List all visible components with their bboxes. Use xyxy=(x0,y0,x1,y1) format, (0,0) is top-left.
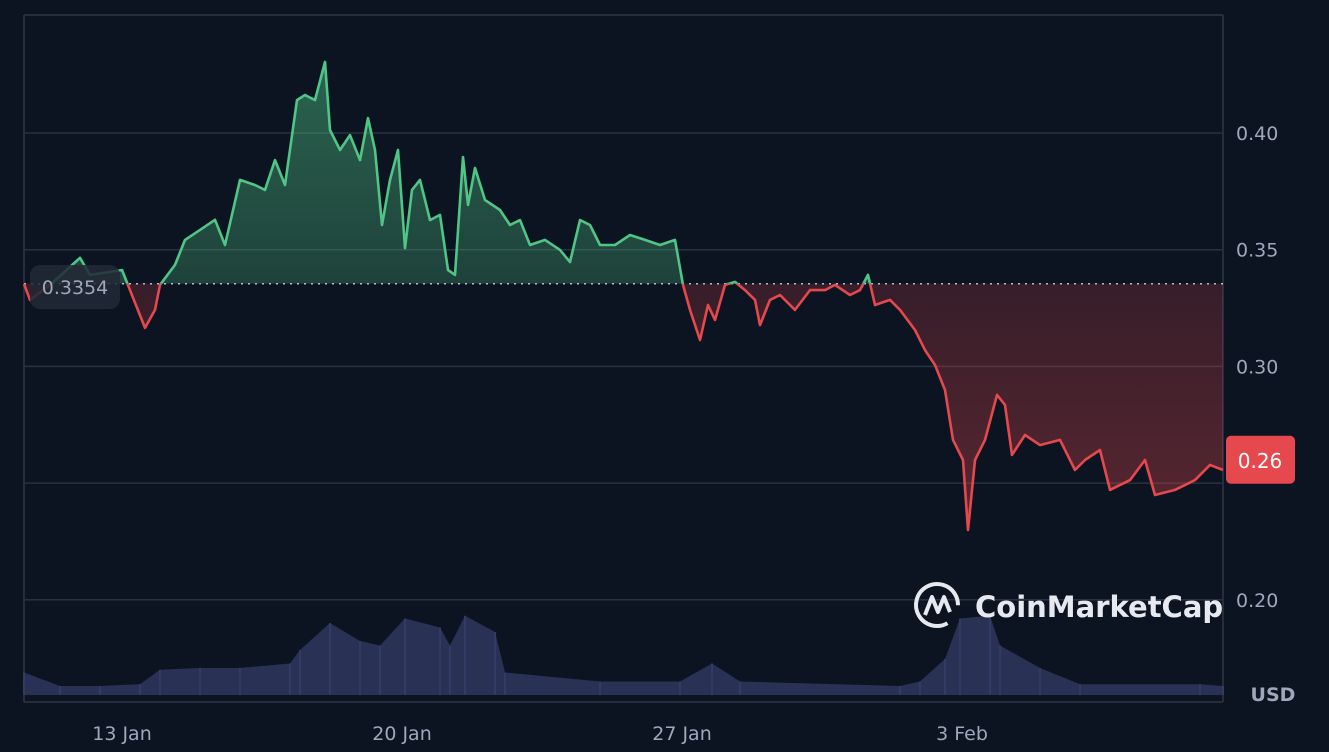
volume-bar xyxy=(1039,668,1041,695)
volume-bar xyxy=(239,668,241,695)
volume-bar xyxy=(449,645,451,695)
y-tick-label: 0.35 xyxy=(1236,240,1278,262)
volume-bar xyxy=(959,618,961,695)
y-axis: 0.40 0.35 0.30 0.20 xyxy=(1236,123,1278,612)
x-tick-label: 3 Feb xyxy=(936,723,988,745)
volume-bar xyxy=(299,650,301,695)
currency-label: USD xyxy=(1251,684,1296,706)
area-above-baseline xyxy=(51,62,871,284)
volume-bar xyxy=(899,686,901,695)
watermark-logo: CoinMarketCap xyxy=(914,582,1223,628)
volume-bar xyxy=(439,627,441,695)
volume-bar xyxy=(599,681,601,695)
volume-bar xyxy=(739,681,741,695)
area-below-baseline xyxy=(24,283,1223,530)
volume-bar xyxy=(159,669,161,695)
x-axis: 13 Jan 20 Jan 27 Jan 3 Feb xyxy=(92,723,988,745)
current-price-value: 0.26 xyxy=(1238,449,1283,473)
volume-bar xyxy=(99,686,101,695)
volume-bar xyxy=(711,663,713,695)
volume-bar xyxy=(404,618,406,695)
volume-bar xyxy=(1222,686,1224,695)
volume-bar xyxy=(504,672,506,695)
volume-bar xyxy=(359,641,361,695)
volume-bar xyxy=(999,645,1001,695)
volume-bars xyxy=(23,615,1224,695)
volume-bar xyxy=(59,686,61,695)
y-tick-label: 0.30 xyxy=(1236,356,1278,378)
volume-bar xyxy=(919,681,921,695)
volume-bar xyxy=(289,663,291,695)
baseline-value: 0.3354 xyxy=(42,277,108,299)
y-tick-label: 0.20 xyxy=(1236,590,1278,612)
y-tick-label: 0.40 xyxy=(1236,123,1278,145)
x-tick-label: 27 Jan xyxy=(652,723,712,745)
volume-bar xyxy=(199,668,201,695)
volume-bar xyxy=(139,684,141,695)
watermark-text: CoinMarketCap xyxy=(975,590,1223,624)
x-tick-label: 13 Jan xyxy=(92,723,152,745)
volume-bar xyxy=(1079,684,1081,695)
price-line-up xyxy=(24,60,872,284)
volume-bar xyxy=(989,615,991,695)
volume-bar xyxy=(464,615,466,695)
price-line-down xyxy=(22,283,1224,532)
volume-area xyxy=(24,615,1223,695)
volume-bar xyxy=(494,632,496,695)
volume-bar xyxy=(679,681,681,695)
volume-bar xyxy=(944,659,946,695)
volume-bar xyxy=(1199,684,1201,695)
volume-bar xyxy=(379,645,381,695)
volume-bar xyxy=(23,672,25,695)
volume-bar xyxy=(329,623,331,695)
x-tick-label: 20 Jan xyxy=(372,723,432,745)
current-price-label: 0.26 xyxy=(1226,435,1295,484)
baseline-label: 0.3354 xyxy=(30,265,120,309)
